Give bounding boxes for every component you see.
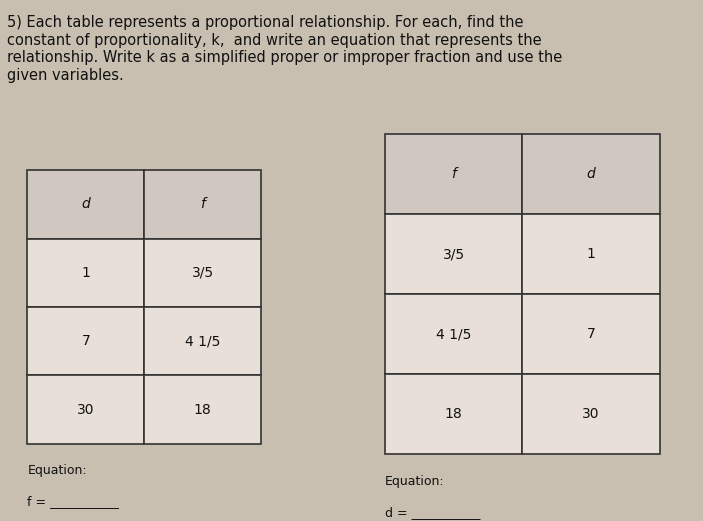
- Text: 7: 7: [82, 334, 90, 348]
- Bar: [27, 307, 144, 376]
- Bar: [522, 214, 659, 294]
- Text: 4 1/5: 4 1/5: [436, 327, 471, 341]
- Text: 30: 30: [582, 407, 600, 421]
- Text: f = ___________: f = ___________: [27, 495, 120, 508]
- Bar: [144, 170, 261, 239]
- Bar: [27, 239, 144, 307]
- Text: 1: 1: [82, 266, 90, 280]
- Bar: [385, 294, 522, 374]
- Text: Equation:: Equation:: [385, 475, 444, 488]
- Bar: [144, 239, 261, 307]
- Text: 7: 7: [586, 327, 595, 341]
- Text: 18: 18: [194, 403, 212, 417]
- Text: d: d: [586, 167, 595, 181]
- Text: Equation:: Equation:: [27, 464, 87, 477]
- Bar: [27, 170, 144, 239]
- Bar: [385, 374, 522, 454]
- Text: d: d: [82, 197, 90, 212]
- Text: d = ___________: d = ___________: [385, 506, 480, 519]
- Text: f: f: [451, 167, 456, 181]
- Bar: [522, 134, 659, 214]
- Text: 4 1/5: 4 1/5: [185, 334, 220, 348]
- Text: 3/5: 3/5: [192, 266, 214, 280]
- Text: f: f: [200, 197, 205, 212]
- Bar: [522, 294, 659, 374]
- Text: 18: 18: [444, 407, 463, 421]
- Bar: [385, 134, 522, 214]
- Bar: [522, 374, 659, 454]
- Bar: [144, 376, 261, 444]
- Text: 1: 1: [586, 247, 595, 261]
- Text: 30: 30: [77, 403, 95, 417]
- Bar: [27, 376, 144, 444]
- Bar: [385, 214, 522, 294]
- Text: 5) Each table represents a proportional relationship. For each, find the
constan: 5) Each table represents a proportional …: [7, 16, 562, 83]
- Bar: [144, 307, 261, 376]
- Text: 3/5: 3/5: [442, 247, 465, 261]
